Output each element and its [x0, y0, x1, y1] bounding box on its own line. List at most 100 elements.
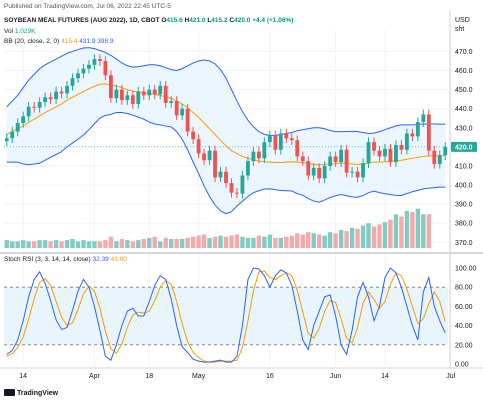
bb-basis-line — [6, 83, 446, 166]
volume-bar — [147, 237, 152, 248]
open-label: O — [161, 17, 167, 24]
bb-basis-value: 415.4 — [61, 38, 78, 45]
candle-body — [65, 85, 69, 94]
stoch-rsi-pane — [4, 267, 448, 363]
volume-bar — [163, 237, 168, 248]
volume-bar — [371, 226, 377, 248]
volume-bar — [179, 239, 185, 248]
volume-bar — [404, 210, 410, 248]
volume-bar — [295, 233, 300, 248]
candle-body — [443, 146, 448, 156]
volume-bar — [338, 230, 344, 248]
volume-bar — [360, 225, 366, 248]
volume-bar — [190, 236, 196, 248]
candle-body — [119, 89, 124, 101]
volume-bar — [37, 240, 42, 248]
candle-body — [415, 122, 420, 137]
volume-bar — [158, 241, 163, 248]
candle-body — [366, 142, 371, 164]
rsi-tick-label: 20.00 — [455, 342, 473, 349]
volume-bar — [399, 216, 404, 248]
volume-bar — [70, 239, 75, 248]
volume-bar — [366, 223, 371, 248]
volume-bar — [322, 235, 327, 248]
candle-body — [426, 114, 431, 151]
volume-bar — [108, 236, 114, 248]
volume-bar — [327, 232, 333, 248]
candle-body — [141, 91, 146, 96]
volume-bar — [388, 219, 393, 248]
volume-legend[interactable]: Vol 1.029K — [4, 28, 35, 35]
volume-bar — [267, 234, 273, 248]
volume-bar — [81, 240, 86, 248]
candle-body — [399, 144, 404, 150]
candle-body — [377, 150, 382, 157]
candle-body — [70, 78, 75, 86]
candle-body — [54, 91, 58, 100]
last-price-label: 420.0 — [455, 144, 473, 151]
volume-bar — [64, 240, 70, 248]
candle-body — [267, 135, 272, 143]
candle-body — [180, 108, 185, 116]
candle-body — [235, 192, 239, 194]
volume-bar — [20, 240, 26, 248]
volume-bar — [125, 240, 130, 248]
candle-body — [251, 151, 256, 162]
volume-bar — [97, 241, 103, 248]
candle-body — [43, 97, 48, 103]
candle-body — [328, 156, 333, 166]
volume-bar — [114, 241, 119, 248]
volume-bar — [152, 236, 157, 248]
volume-bar — [168, 239, 174, 248]
candle-body — [394, 144, 398, 163]
volume-bar — [130, 241, 136, 248]
stoch-k-value: 32.39 — [92, 256, 109, 263]
candle-body — [404, 133, 409, 150]
candle-body — [278, 133, 283, 150]
volume-bar — [207, 237, 212, 248]
candle-body — [273, 135, 278, 150]
stoch-rsi-label: Stoch RSI (3, 3, 14, 14, close) — [4, 256, 91, 263]
candle-body — [322, 165, 327, 179]
time-tick-label: Apr — [89, 373, 101, 380]
candle-body — [289, 138, 294, 141]
volume-bar — [223, 236, 229, 248]
volume-bar — [251, 237, 256, 248]
price-tick-label: 390.0 — [455, 202, 473, 209]
candle-body — [388, 148, 393, 163]
price-tick-label: 370.0 — [455, 240, 473, 247]
volume-bar — [218, 235, 223, 248]
candle-body — [10, 131, 15, 139]
candle-body — [246, 161, 250, 176]
change-value: +4.4 (+1.06%) — [252, 17, 294, 24]
tradingview-logo[interactable]: TradingView — [4, 389, 58, 397]
volume-bar — [15, 241, 20, 248]
symbol-legend[interactable]: SOYBEAN MEAL FUTURES (AUG 2022), 1D, CBO… — [4, 17, 293, 24]
candle-body — [339, 149, 344, 163]
bb-legend[interactable]: BB (20, close, 2, 0) 415.4 431.9 398.9 — [4, 38, 114, 45]
candle-body — [185, 108, 190, 132]
volume-bar — [306, 232, 311, 248]
volume-bar — [59, 241, 64, 248]
candle-body — [256, 151, 261, 159]
bb-fill — [6, 47, 446, 214]
volume-bar — [410, 212, 415, 248]
axes: USD sht 370.0 380.0 390.0 400.0 410.0 420.0 430.… — [4, 17, 477, 380]
candle-body — [32, 106, 37, 108]
volume-bar — [26, 241, 31, 248]
candle-body — [21, 116, 26, 124]
volume-bar — [415, 208, 421, 248]
bb-lower-value: 398.9 — [97, 38, 114, 45]
candle-body — [108, 75, 113, 99]
volume-bar — [382, 222, 388, 248]
stoch-d-value: 43.90 — [110, 256, 127, 263]
volume-bar — [377, 224, 382, 248]
symbol-title: SOYBEAN MEAL FUTURES (AUG 2022), 1D, CBO… — [4, 17, 160, 24]
volume-bar — [234, 234, 240, 248]
candle-body — [59, 91, 64, 94]
stoch-rsi-legend[interactable]: Stoch RSI (3, 3, 14, 14, close) 32.39 43… — [4, 256, 127, 263]
volume-bar — [289, 235, 294, 248]
candle-body — [350, 171, 354, 173]
candle-body — [98, 59, 102, 61]
